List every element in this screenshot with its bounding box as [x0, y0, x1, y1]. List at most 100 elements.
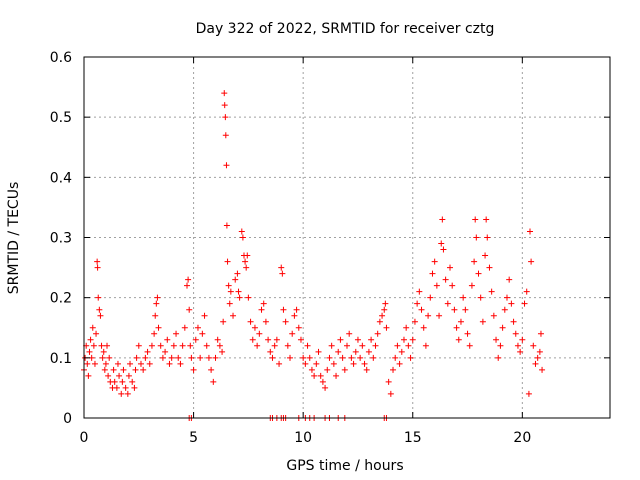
data-point [164, 336, 171, 343]
data-point [114, 360, 121, 367]
data-point [532, 360, 539, 367]
data-point [84, 360, 91, 367]
data-point [411, 318, 418, 325]
data-point [223, 162, 230, 169]
data-point [232, 276, 239, 283]
data-point [330, 360, 337, 367]
data-point [271, 342, 278, 349]
data-point [473, 234, 480, 241]
data-point [222, 132, 229, 139]
y-tick-label: 0.1 [50, 351, 72, 367]
data-point [251, 324, 258, 331]
chart-title: Day 322 of 2022, SRMTID for receiver czt… [196, 21, 495, 37]
data-point [475, 270, 482, 277]
data-point [519, 336, 526, 343]
y-tick-label: 0.5 [50, 110, 72, 126]
data-point [152, 312, 159, 319]
data-point [184, 282, 191, 289]
data-point [93, 330, 100, 337]
data-point [438, 240, 445, 247]
data-point [113, 384, 120, 391]
data-point [295, 324, 302, 331]
data-point [390, 366, 397, 373]
data-point [181, 324, 188, 331]
data-point [188, 354, 195, 361]
data-point [227, 288, 234, 295]
data-point [155, 324, 162, 331]
data-points-layer [81, 90, 546, 421]
x-tick-label: 0 [80, 430, 89, 446]
data-point [488, 288, 495, 295]
data-point [153, 300, 160, 307]
data-point [235, 288, 242, 295]
data-point [278, 264, 285, 271]
data-point [348, 354, 355, 361]
data-point [370, 354, 377, 361]
data-point [142, 354, 149, 361]
data-point [479, 318, 486, 325]
data-point [221, 90, 228, 97]
data-point [287, 354, 294, 361]
data-point [91, 360, 98, 367]
y-tick-label: 0.2 [50, 291, 72, 307]
data-point [427, 294, 434, 301]
data-point [354, 336, 361, 343]
data-point [302, 360, 309, 367]
data-point [179, 342, 186, 349]
data-point [267, 348, 274, 355]
data-point [425, 312, 432, 319]
data-point [387, 390, 394, 397]
data-point [530, 342, 537, 349]
data-point [98, 342, 105, 349]
data-point [94, 264, 101, 271]
y-tick-label: 0 [63, 411, 72, 427]
data-point [350, 360, 357, 367]
data-point [133, 354, 140, 361]
data-point [220, 318, 227, 325]
data-point [396, 360, 403, 367]
data-point [230, 312, 237, 319]
data-point [97, 312, 104, 319]
data-point [168, 354, 175, 361]
data-point [144, 348, 151, 355]
data-point [282, 318, 289, 325]
data-point [119, 378, 126, 385]
data-point [124, 390, 131, 397]
data-point [190, 366, 197, 373]
data-point [221, 102, 228, 109]
data-point [162, 348, 169, 355]
y-tick-label: 0.3 [50, 231, 72, 247]
data-point [517, 348, 524, 355]
data-point [514, 342, 521, 349]
data-point [234, 270, 241, 277]
data-point [429, 270, 436, 277]
data-point [212, 354, 219, 361]
data-point [521, 300, 528, 307]
data-point [484, 234, 491, 241]
data-point [226, 300, 233, 307]
x-tick-label: 5 [189, 430, 198, 446]
data-point [534, 354, 541, 361]
data-point [447, 264, 454, 271]
data-point [324, 366, 331, 373]
data-point [197, 354, 204, 361]
data-point [208, 366, 215, 373]
data-point [186, 306, 193, 313]
data-point [499, 324, 506, 331]
data-point [300, 354, 307, 361]
data-point [462, 306, 469, 313]
data-point [363, 366, 370, 373]
data-point [125, 372, 132, 379]
data-point [352, 348, 359, 355]
data-point [339, 354, 346, 361]
data-point [442, 276, 449, 283]
data-point [537, 330, 544, 337]
data-point [376, 318, 383, 325]
data-point [110, 366, 117, 373]
data-point [536, 348, 543, 355]
data-point [483, 216, 490, 223]
data-point [166, 360, 173, 367]
data-point [185, 276, 192, 283]
data-point [405, 342, 412, 349]
